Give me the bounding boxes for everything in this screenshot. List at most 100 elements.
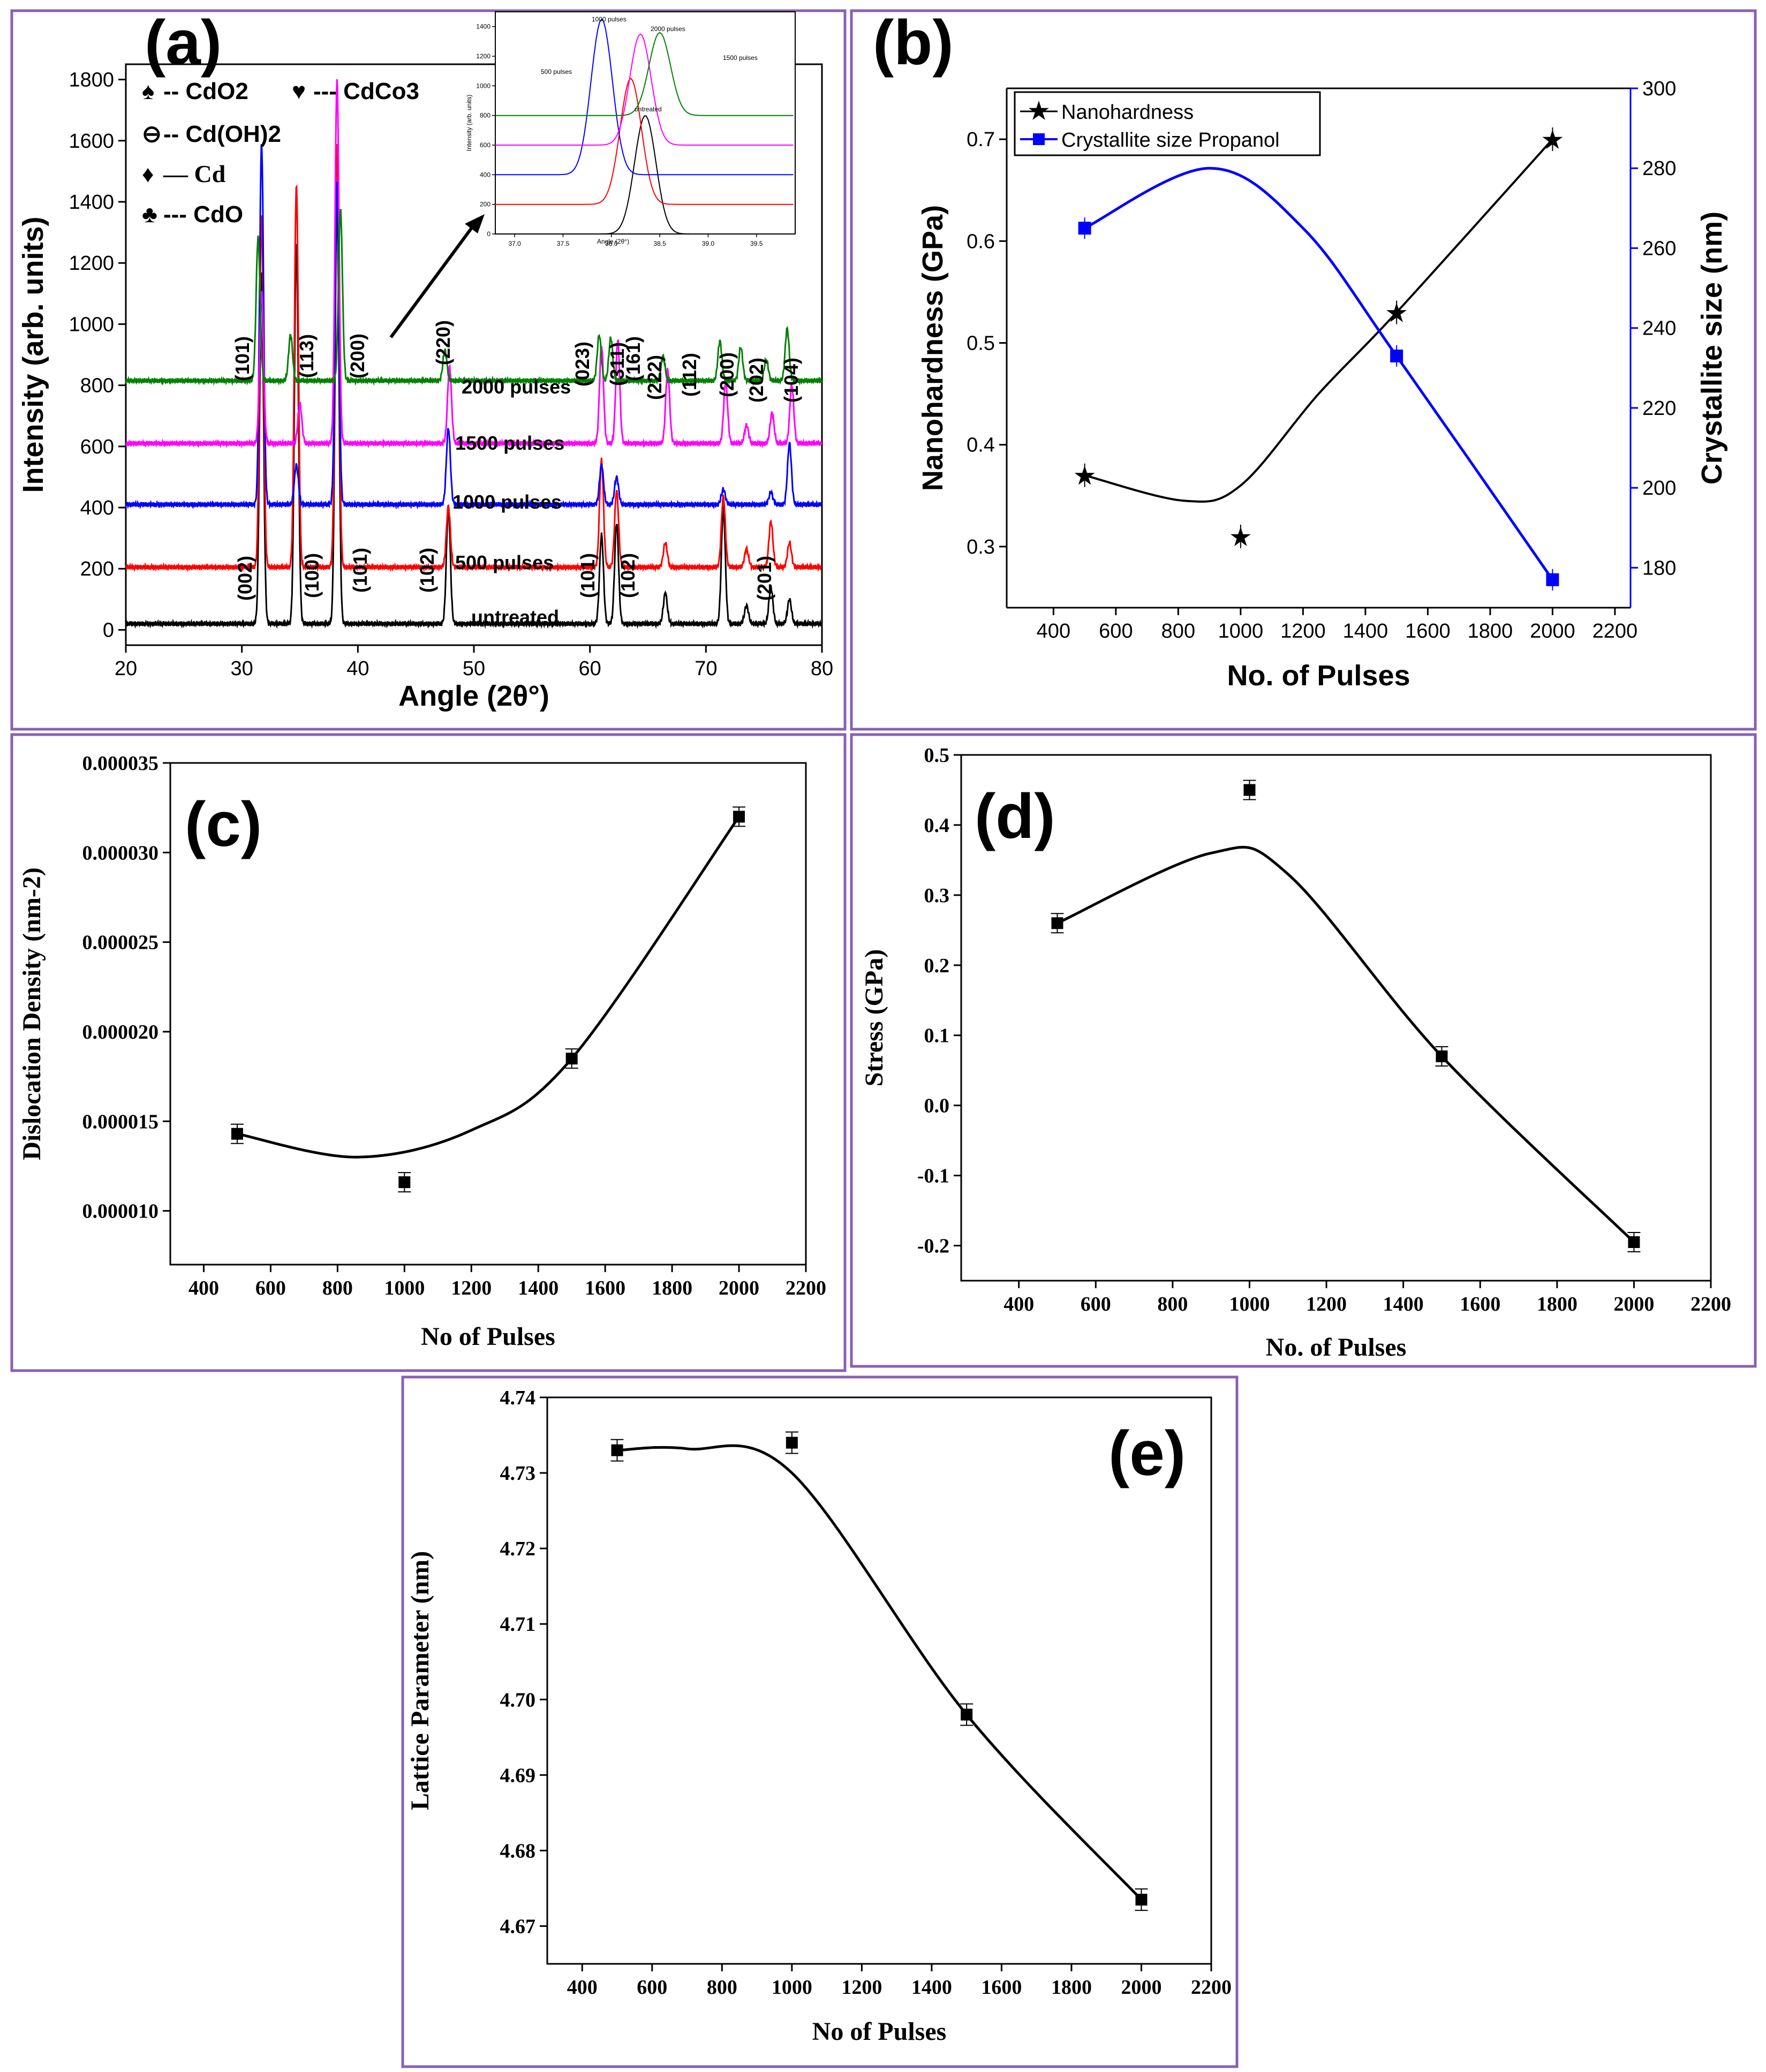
peak-label-top: (202) (745, 358, 767, 403)
x-tick-label: 600 (255, 1277, 286, 1299)
peak-label-bottom: (102) (416, 548, 438, 593)
x-axis-label: Angle (2θ°) (398, 680, 549, 712)
y2-axis-label: Crystallite size (nm) (1696, 211, 1728, 485)
y-axis-label: Stress (GPa) (860, 949, 888, 1086)
panel-frame-a (10, 9, 847, 731)
fit-line-e (617, 1444, 1143, 1901)
xrd-line-1500-pulses (125, 79, 822, 449)
x-tick-label: 1400 (911, 1976, 952, 1999)
y-tick-label: 0.000020 (82, 1021, 159, 1043)
panel-label-e: (e) (1108, 1418, 1186, 1489)
x-tick-label: 1000 (384, 1277, 425, 1299)
legend-label: -- Cd(OH)2 (163, 121, 281, 147)
x-tick-label: 1400 (1343, 620, 1388, 642)
panel-frame-d (850, 733, 1757, 1368)
panel-frame-b (850, 9, 1757, 731)
y-tick-label: 0.6 (967, 230, 995, 253)
c-data-point (231, 1128, 243, 1140)
y-tick-label: 4.74 (500, 1387, 536, 1409)
xrd-line-1000-pulses (125, 144, 822, 510)
inset-x-tick-label: 39.0 (702, 240, 715, 247)
y-tick-label: 800 (80, 375, 114, 397)
x-axis-label: No of Pulses (421, 1322, 555, 1351)
panel-frame-e (401, 1375, 1239, 2068)
legend-label: Crystallite size Propanol (1061, 129, 1280, 152)
nanohardness-fit-line (1084, 138, 1553, 503)
e-data-point (786, 1436, 798, 1449)
c-data-point (565, 1053, 578, 1065)
y-tick-label: -0.1 (917, 1165, 949, 1188)
peak-label-bottom: (101) (349, 548, 371, 593)
x-tick-label: 1400 (1383, 1293, 1424, 1315)
legend-symbol: ♣ (142, 201, 157, 228)
y2-tick-label: 300 (1642, 78, 1676, 100)
curve-label: untreated (471, 606, 559, 628)
inset-frame (495, 11, 796, 235)
x-tick-label: 1200 (841, 1976, 882, 1999)
inset-pointer-arrow (389, 224, 476, 338)
x-tick-label: 1600 (585, 1277, 625, 1299)
peak-label-top: (112) (678, 353, 700, 397)
inset-curve-label: 1500 pulses (723, 54, 758, 62)
x-tick-label: 800 (322, 1277, 353, 1299)
nanohardness-point: ★ (1230, 524, 1251, 550)
x-tick-label: 2000 (1530, 620, 1575, 642)
peak-label-top: (023) (571, 342, 593, 387)
x-tick-label: 2200 (786, 1277, 826, 1299)
inset-curve-label: untreated (635, 105, 662, 113)
peak-label-top: (311) (606, 342, 628, 386)
peak-label-top: (161) (622, 336, 644, 381)
inset-x-tick-label: 38.5 (653, 240, 666, 247)
y-tick-label: 0.2 (924, 955, 950, 977)
panel-label-a: (a) (145, 7, 222, 78)
x-tick-label: 30 (231, 657, 253, 680)
panel-label-b: (b) (873, 7, 954, 78)
x-tick-label: 2000 (1613, 1293, 1654, 1315)
c-data-point (733, 811, 745, 823)
x-axis-label: No of Pulses (812, 2017, 947, 2046)
y-tick-label: 4.73 (500, 1462, 536, 1485)
x-tick-label: 20 (115, 657, 137, 680)
curve-label: 500 pulses (455, 551, 554, 573)
x-tick-label: 400 (1003, 1293, 1034, 1315)
y-tick-label: 0.000030 (82, 842, 159, 864)
inset-x-tick-label: 37.0 (508, 240, 521, 247)
inset-x-tick-label: 38.0 (605, 240, 618, 247)
inset-line (495, 32, 794, 116)
y2-tick-label: 240 (1642, 317, 1676, 340)
x-tick-label: 400 (1037, 620, 1070, 642)
x-tick-label: 800 (1161, 620, 1195, 642)
x-tick-label: 2200 (1690, 1293, 1731, 1315)
y2-tick-label: 260 (1642, 237, 1676, 260)
e-data-point (1135, 1894, 1148, 1906)
x-tick-label: 800 (707, 1976, 737, 1999)
y-tick-label: 0.7 (967, 128, 995, 151)
x-tick-label: 600 (637, 1976, 667, 1999)
x-tick-label: 2000 (719, 1277, 759, 1299)
legend-symbol: ♥ (292, 78, 306, 104)
y-axis-label: Lattice Parameter (nm) (406, 1551, 434, 1810)
peak-label-bottom: (002) (234, 556, 256, 601)
y-tick-label: 0.4 (924, 814, 950, 837)
inset-line (495, 18, 794, 176)
y-tick-label: 1800 (69, 69, 114, 92)
legend-label: — Cd (163, 160, 226, 187)
y-axis-label: Dislocation Density (nm-2) (18, 867, 46, 1160)
peak-label-top: (200) (716, 352, 738, 397)
e-data-point (961, 1708, 973, 1721)
x-tick-label: 800 (1157, 1293, 1188, 1315)
inset-y-tick-label: 1000 (476, 82, 490, 89)
y2-tick-label: 180 (1642, 557, 1676, 579)
legend-box (1014, 91, 1321, 156)
legend-symbol: ♦ (142, 161, 154, 187)
legend-symbol: ⊖ (142, 121, 162, 147)
x-tick-label: 2200 (1191, 1976, 1232, 1999)
y-tick-label: 1000 (69, 313, 114, 336)
y-tick-label: 0.5 (967, 332, 995, 354)
inset-x-tick-label: 37.5 (557, 240, 570, 247)
y2-tick-label: 280 (1642, 157, 1676, 180)
legend-marker-square (1033, 133, 1045, 145)
y-tick-label: 1600 (69, 130, 114, 153)
inset-line (495, 78, 794, 205)
inset-y-tick-label: 1200 (476, 52, 490, 60)
